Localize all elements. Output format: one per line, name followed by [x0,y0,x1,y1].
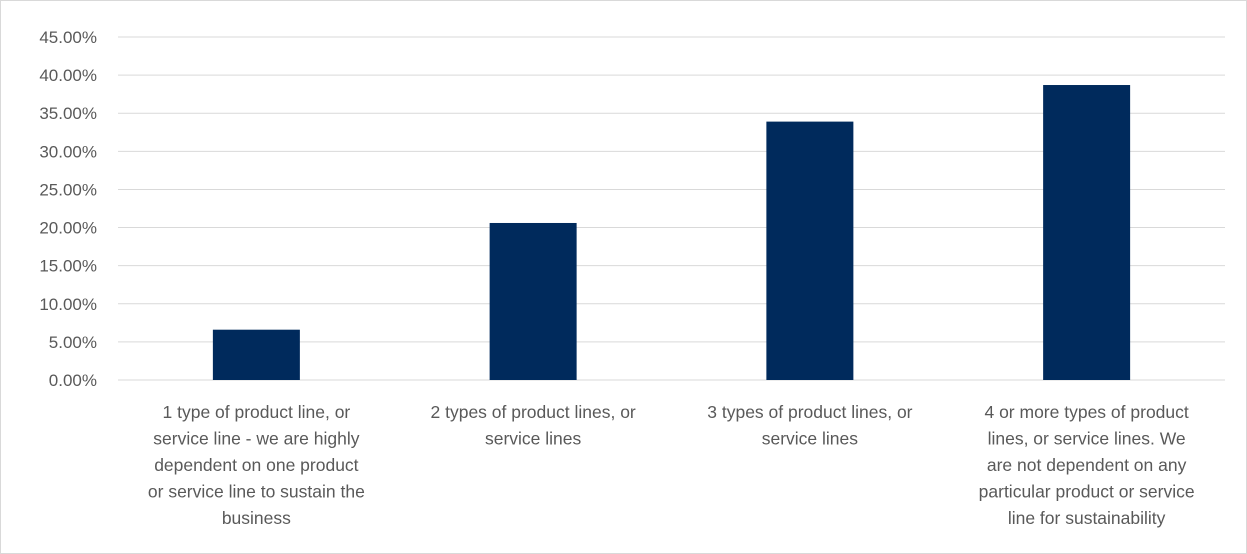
y-tick-label: 20.00% [39,219,97,238]
y-tick-label: 10.00% [39,295,97,314]
bar [490,223,577,380]
x-category-label: 4 or more types of product lines, or serv… [979,402,1195,528]
y-tick-label: 35.00% [39,104,97,123]
y-tick-label: 5.00% [49,333,97,352]
y-axis-ticks: 0.00% 5.00% 10.00% 15.00% 20.00% 25.00% 30.00%… [39,28,97,390]
bar [766,122,853,380]
bars [213,85,1130,380]
y-tick-label: 15.00% [39,257,97,276]
y-tick-label: 25.00% [39,180,97,199]
y-tick-label: 40.00% [39,66,97,85]
x-axis-labels: 1 type of product line, or service line -… [148,402,1195,528]
bar [1043,85,1130,380]
x-category-label: 3 types of product lines, or service line… [707,402,912,449]
y-tick-label: 0.00% [49,371,97,390]
y-tick-label: 45.00% [39,28,97,47]
x-category-label: 2 types of product lines, or service line… [431,402,636,449]
x-category-label: 1 type of product line, or service line -… [148,402,365,528]
y-tick-label: 30.00% [39,142,97,161]
bar [213,330,300,380]
